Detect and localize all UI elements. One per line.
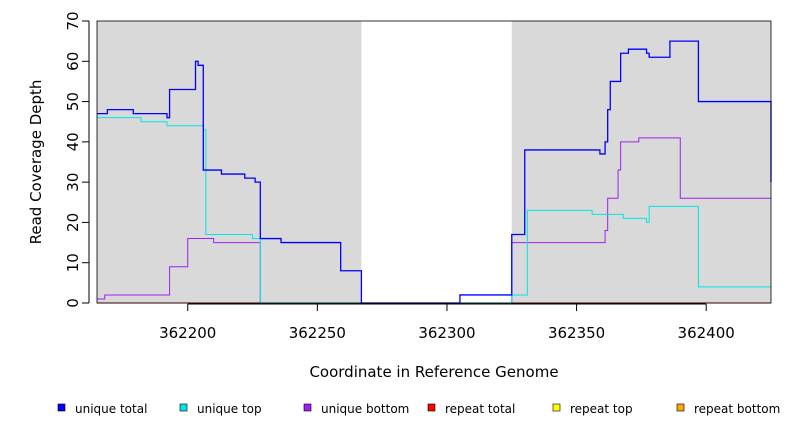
legend: unique total unique top unique bottom repea…: [57, 402, 780, 416]
x-tick-label: 362350: [548, 324, 605, 342]
legend-label: unique total: [75, 402, 147, 416]
y-tick-label: 70: [64, 11, 82, 30]
axes: 362200 362250 362300 362350 362400 0 10 20 30 40 5…: [64, 11, 735, 342]
y-tick-label: 20: [64, 213, 82, 232]
y-tick-label: 30: [64, 173, 82, 192]
legend-swatch: [179, 403, 188, 412]
legend-label: repeat top: [570, 402, 633, 416]
legend-swatch: [303, 403, 312, 412]
x-axis-title: Coordinate in Reference Genome: [309, 363, 558, 381]
y-tick-label: 50: [64, 92, 82, 111]
y-axis-title: Read Coverage Depth: [27, 80, 45, 245]
x-tick-label: 362400: [678, 324, 735, 342]
x-tick-label: 362250: [289, 324, 346, 342]
legend-label: unique top: [197, 402, 262, 416]
legend-label: repeat total: [445, 402, 515, 416]
shaded-region-0: [97, 21, 362, 303]
y-tick-label: 40: [64, 132, 82, 151]
shaded-regions: [97, 21, 771, 303]
legend-swatch: [57, 403, 66, 412]
legend-swatch: [427, 403, 436, 412]
x-tick-label: 362300: [418, 324, 475, 342]
legend-label: repeat bottom: [694, 402, 780, 416]
y-tick-label: 0: [64, 298, 82, 308]
y-tick-label: 10: [64, 253, 82, 272]
shaded-region-1: [511, 21, 771, 303]
legend-swatch: [552, 403, 561, 412]
y-tick-label: 60: [64, 52, 82, 71]
plot-frame: [96, 20, 772, 304]
legend-label: unique bottom: [321, 402, 409, 416]
x-tick-label: 362200: [159, 324, 216, 342]
legend-swatch: [676, 403, 685, 412]
